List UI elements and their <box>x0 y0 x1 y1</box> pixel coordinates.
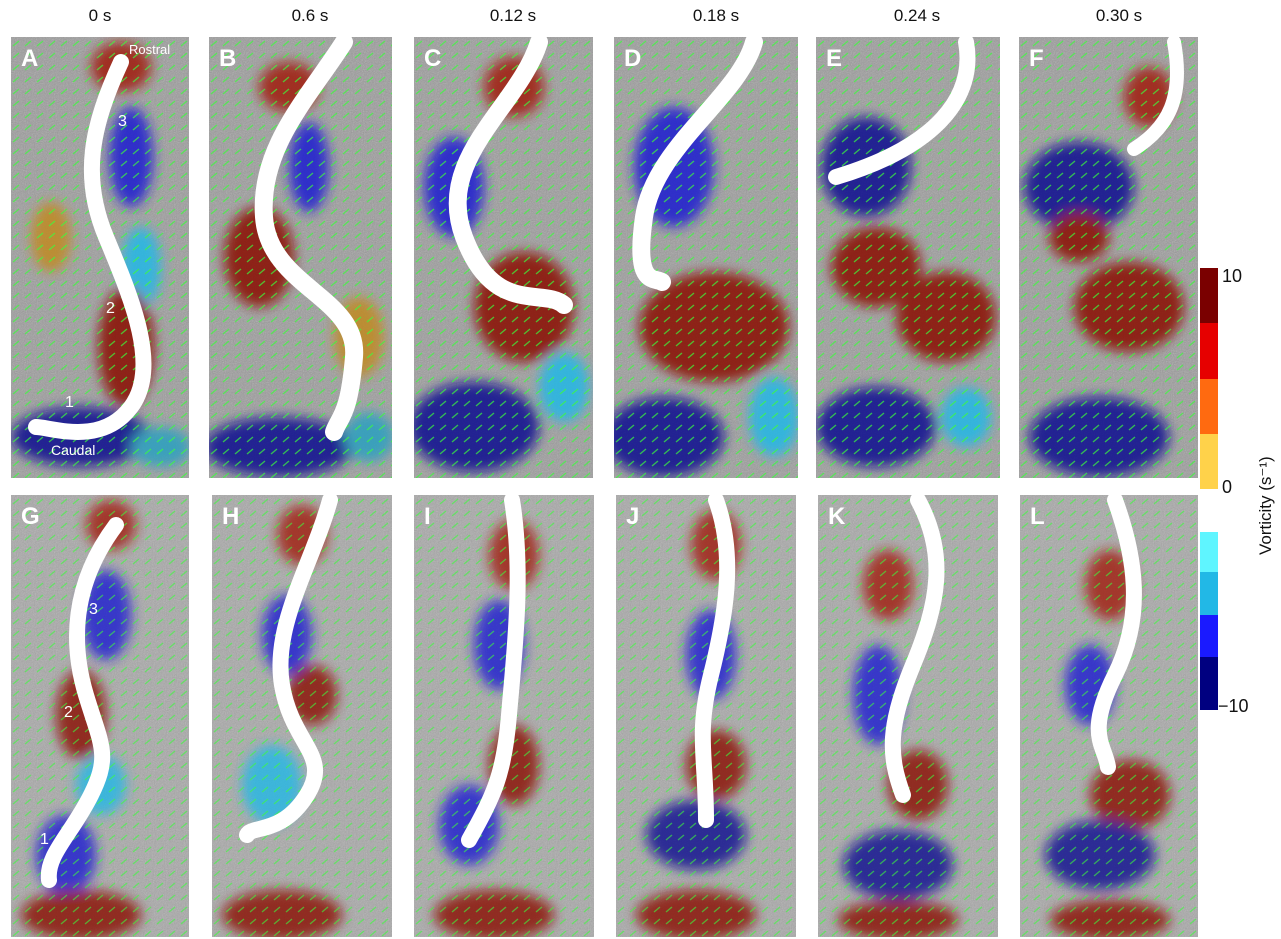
panel-letter-c: C <box>424 45 442 72</box>
panel-f-image <box>1019 37 1198 478</box>
colorbar-neg-2 <box>1200 572 1218 615</box>
vortex-label-3-g: 3 <box>89 601 98 618</box>
panel-h-image <box>212 495 392 937</box>
panel-j: J <box>616 495 796 937</box>
panel-e: E <box>816 37 1000 478</box>
panel-letter-k: K <box>828 503 846 530</box>
panel-g-image <box>11 495 189 937</box>
panel-h: H <box>212 495 392 937</box>
panel-letter-a: A <box>21 45 39 72</box>
panel-i-image <box>414 495 594 937</box>
time-label-0: 0 s <box>88 6 112 25</box>
panel-a-image <box>11 37 189 478</box>
vortex-label-1: 1 <box>65 394 74 411</box>
time-label-1: 0.6 s <box>291 6 329 25</box>
vortex-label-2-g: 2 <box>64 704 73 721</box>
colorbar-neg-4 <box>1200 657 1218 710</box>
panel-d-image <box>614 37 798 478</box>
panel-c: C <box>414 37 593 478</box>
panel-letter-j: J <box>626 503 640 530</box>
colorbar-tick-max: 10 <box>1222 266 1243 286</box>
panel-e-image <box>816 37 1000 478</box>
panel-l-image <box>1020 495 1198 937</box>
colorbar-neg-3 <box>1200 615 1218 657</box>
colorbar-pos-2 <box>1200 323 1218 379</box>
panel-l: L <box>1020 495 1198 937</box>
panel-c-image <box>414 37 593 478</box>
vortex-label-3: 3 <box>118 113 127 130</box>
colorbar-title: Vorticity (s⁻¹) <box>1256 456 1275 555</box>
panel-a: A Rostral 3 2 1 Caudal <box>11 37 189 478</box>
time-label-3: 0.18 s <box>692 6 740 25</box>
panel-letter-i: I <box>424 503 431 530</box>
colorbar-pos-4 <box>1200 434 1218 489</box>
panel-b: B <box>209 37 392 478</box>
panel-k-image <box>818 495 998 937</box>
panel-letter-b: B <box>219 45 237 72</box>
caudal-label: Caudal <box>51 442 96 458</box>
colorbar-tick-zero: 0 <box>1222 477 1233 497</box>
panel-letter-g: G <box>21 503 40 530</box>
panel-letter-h: H <box>222 503 240 530</box>
panel-d: D <box>614 37 798 478</box>
colorbar-neg-1 <box>1200 532 1218 572</box>
panel-letter-l: L <box>1030 503 1045 530</box>
panel-b-image <box>209 37 392 478</box>
vortex-label-1-g: 1 <box>40 831 49 848</box>
colorbar-pos-1 <box>1200 268 1218 323</box>
time-label-5: 0.30 s <box>1095 6 1143 25</box>
time-label-2: 0.12 s <box>489 6 537 25</box>
panel-k: K <box>818 495 998 937</box>
panel-f: F <box>1019 37 1198 478</box>
time-label-4: 0.24 s <box>893 6 941 25</box>
panel-i: I <box>414 495 594 937</box>
panel-g: G 3 2 1 <box>11 495 189 937</box>
colorbar-pos-3 <box>1200 379 1218 434</box>
panel-j-image <box>616 495 796 937</box>
colorbar-tick-min: −10 <box>1218 696 1249 716</box>
panel-letter-f: F <box>1029 45 1044 72</box>
vortex-label-2: 2 <box>106 300 115 317</box>
rostral-label: Rostral <box>129 42 171 57</box>
panel-letter-e: E <box>826 45 843 72</box>
panel-letter-d: D <box>624 45 642 72</box>
